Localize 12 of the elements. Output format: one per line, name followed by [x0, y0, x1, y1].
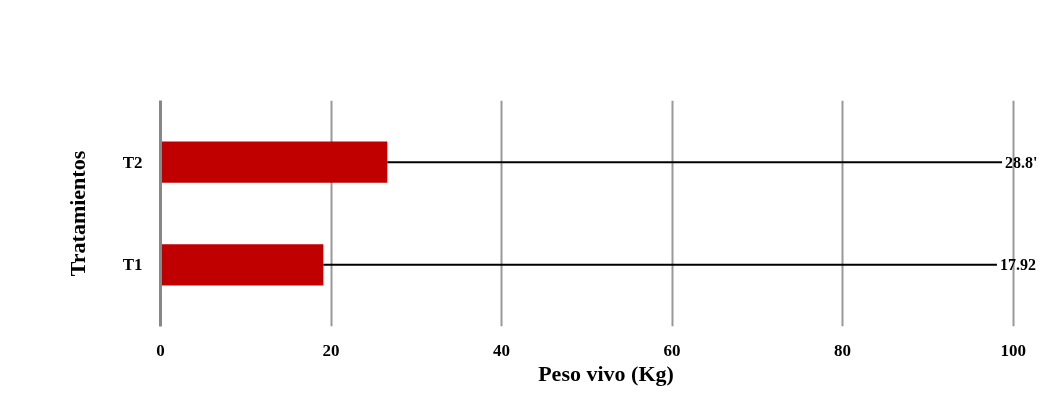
x-tick-label: 60 [663, 340, 681, 360]
y-axis-title: Tratamientos [64, 150, 90, 277]
x-axis-title: Peso vivo (Kg) [538, 360, 674, 386]
y-tick-label: T1 [122, 255, 143, 275]
x-tick-label: 80 [834, 340, 852, 360]
x-tick-label: 40 [493, 340, 511, 360]
x-tick-label: 20 [322, 340, 340, 360]
y-tick-label: T2 [122, 152, 143, 172]
x-tick-label: 100 [1000, 340, 1026, 360]
annotation: 28.8' [1005, 153, 1038, 171]
x-tick-label: 0 [156, 340, 165, 360]
annotation: 17.92 [999, 256, 1036, 274]
